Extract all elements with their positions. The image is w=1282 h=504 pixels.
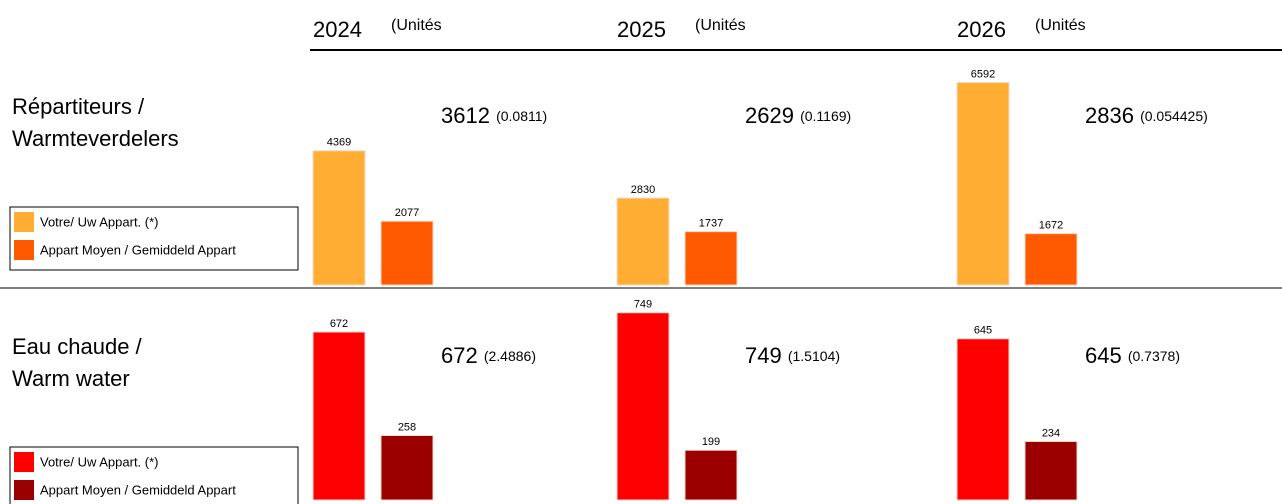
- bar-value-label: 6592: [971, 68, 995, 80]
- bar: [1024, 441, 1078, 501]
- bar: [380, 220, 434, 286]
- total-ratio: (1.5104): [788, 348, 840, 364]
- legend-swatch: [14, 452, 34, 472]
- bar-value-label: 234: [1042, 427, 1060, 439]
- bar: [312, 150, 366, 286]
- unit-header: (Unités: [1035, 17, 1086, 34]
- row-label: Warm water: [12, 366, 130, 391]
- bar-value-label: 4369: [327, 137, 351, 149]
- bar-value-label: 2077: [395, 207, 419, 219]
- total-ratio: (0.1169): [800, 108, 851, 124]
- total-value: 645: [1085, 343, 1122, 368]
- bar-value-label: 1672: [1039, 220, 1063, 232]
- legend-box: [9, 206, 299, 271]
- bar-value-label: 258: [398, 421, 416, 433]
- legend-label: Votre/ Uw Appart. (*): [40, 454, 159, 469]
- bar-value-label: 749: [634, 299, 652, 311]
- bar: [616, 312, 670, 501]
- total-ratio: (0.0811): [496, 108, 547, 124]
- total-text: 645 (0.7378): [1085, 343, 1180, 368]
- year-header: 2026: [957, 17, 1006, 42]
- legend-label: Votre/ Uw Appart. (*): [40, 214, 159, 229]
- bar: [312, 331, 366, 501]
- total-text: 2629 (0.1169): [745, 103, 851, 128]
- bar: [956, 338, 1010, 501]
- total-text: 749 (1.5104): [745, 343, 840, 368]
- legend-box: [9, 446, 299, 504]
- total-text: 672 (2.4886): [441, 343, 536, 368]
- bar-value-label: 199: [702, 436, 720, 448]
- total-ratio: (2.4886): [484, 348, 536, 364]
- total-value: 3612: [441, 103, 490, 128]
- row-label: Répartiteurs /: [12, 94, 145, 119]
- total-ratio: (0.7378): [1128, 348, 1180, 364]
- bar-value-label: 1737: [699, 218, 723, 230]
- total-value: 2629: [745, 103, 794, 128]
- total-text: 3612 (0.0811): [441, 103, 547, 128]
- total-value: 672: [441, 343, 478, 368]
- bar: [1024, 233, 1078, 286]
- row-label: Eau chaude /: [12, 334, 143, 359]
- total-text: 2836 (0.054425): [1085, 103, 1208, 128]
- year-header: 2024: [313, 17, 362, 42]
- legend-swatch: [14, 240, 34, 260]
- year-header: 2025: [617, 17, 666, 42]
- total-ratio: (0.054425): [1140, 108, 1208, 124]
- total-value: 2836: [1085, 103, 1134, 128]
- legend-label: Appart Moyen / Gemiddeld Appart: [40, 482, 236, 497]
- bar-value-label: 645: [974, 325, 992, 337]
- bar: [956, 82, 1010, 286]
- legend-swatch: [14, 212, 34, 232]
- row-label: Warmteverdelers: [12, 126, 179, 151]
- bar: [684, 231, 738, 286]
- bar-value-label: 2830: [631, 184, 655, 196]
- legend-label: Appart Moyen / Gemiddeld Appart: [40, 242, 236, 257]
- total-value: 749: [745, 343, 782, 368]
- bar: [684, 449, 738, 501]
- bar-value-label: 672: [330, 318, 348, 330]
- unit-header: (Unités: [391, 17, 442, 34]
- bar: [616, 197, 670, 286]
- unit-header: (Unités: [695, 17, 746, 34]
- bar: [380, 435, 434, 501]
- legend-swatch: [14, 480, 34, 500]
